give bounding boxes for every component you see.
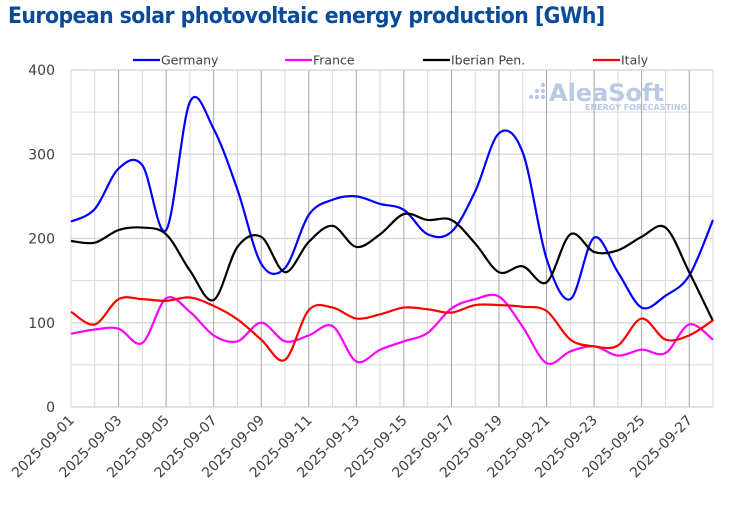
y-tick-label: 400 xyxy=(28,63,55,79)
aleasoft-watermark: AleaSoft ENERGY FORECASTING xyxy=(528,79,687,112)
grid xyxy=(70,69,714,408)
series-lines xyxy=(70,95,715,366)
y-axis: 0 100 200 300 400 xyxy=(28,63,55,416)
legend-item-iberian-pen: Iberian Pen. xyxy=(423,53,525,68)
watermark-brand: AleaSoft xyxy=(549,79,664,107)
x-axis: 2025-09-012025-09-032025-09-052025-09-07… xyxy=(9,413,696,482)
legend-item-italy: Italy xyxy=(593,53,649,68)
legend-label: France xyxy=(313,53,355,68)
chart-title: European solar photovoltaic energy produ… xyxy=(8,4,605,29)
series-line-iberian-pen xyxy=(70,212,714,322)
y-tick-label: 200 xyxy=(28,232,55,248)
legend-item-germany: Germany xyxy=(133,53,219,68)
legend: Germany France Iberian Pen. Italy xyxy=(133,53,649,68)
series-line-france xyxy=(70,293,714,366)
series-line-italy xyxy=(70,296,714,362)
legend-label: Germany xyxy=(161,53,219,68)
aleasoft-logo-icon xyxy=(528,82,546,100)
series-line-germany xyxy=(70,95,715,310)
y-tick-label: 0 xyxy=(46,400,55,416)
legend-label: Italy xyxy=(621,53,649,68)
legend-label: Iberian Pen. xyxy=(451,53,525,68)
legend-item-france: France xyxy=(285,53,355,68)
watermark-tagline: ENERGY FORECASTING xyxy=(585,103,687,112)
y-tick-label: 100 xyxy=(28,316,55,332)
y-tick-label: 300 xyxy=(28,147,55,163)
